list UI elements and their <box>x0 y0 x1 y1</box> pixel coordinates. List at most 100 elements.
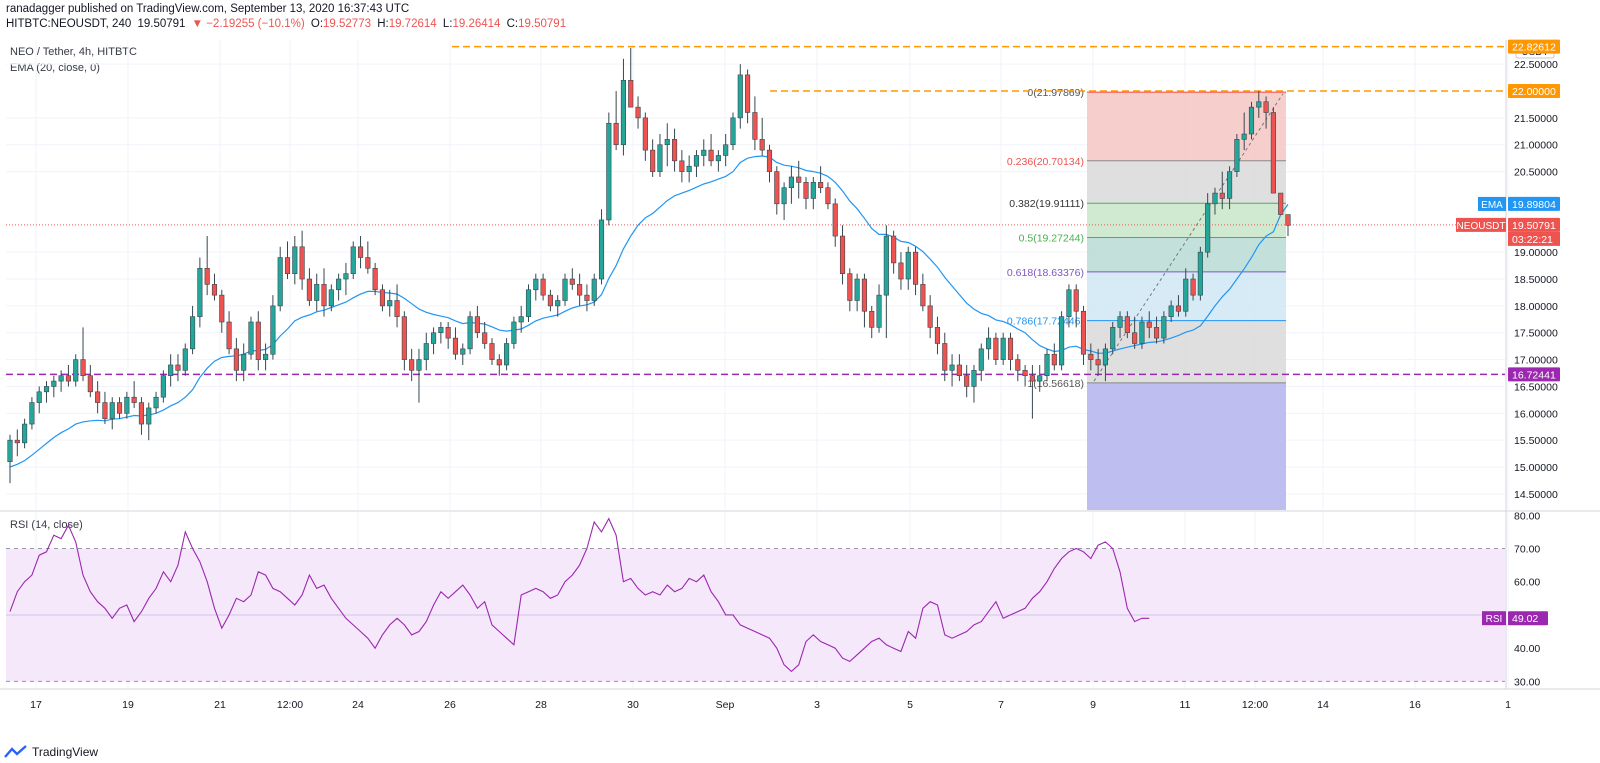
candle[interactable] <box>379 284 386 312</box>
candle[interactable] <box>701 139 707 167</box>
candle[interactable] <box>190 305 196 355</box>
candle[interactable] <box>781 182 787 220</box>
candle[interactable] <box>1095 348 1101 376</box>
candle[interactable] <box>1000 332 1006 365</box>
candle[interactable] <box>839 225 846 285</box>
candle[interactable] <box>803 176 809 210</box>
candle[interactable] <box>832 198 838 247</box>
candle[interactable] <box>1205 193 1211 258</box>
candle[interactable] <box>328 284 334 312</box>
candle[interactable] <box>737 64 743 129</box>
candle[interactable] <box>664 123 670 167</box>
candle[interactable] <box>540 273 546 301</box>
candle[interactable] <box>314 273 320 312</box>
last-price-tag[interactable]: 19.50791 <box>1508 217 1560 232</box>
candle[interactable] <box>1022 364 1028 387</box>
level-price-tag[interactable]: 22.00000 <box>1508 84 1560 99</box>
ema-legend[interactable]: EMA (20, close, 0) <box>10 62 100 74</box>
candle[interactable] <box>986 327 992 360</box>
rsi-legend[interactable]: RSI (14, close) <box>10 519 83 531</box>
tradingview-footer[interactable]: TradingView <box>4 745 98 759</box>
candle[interactable] <box>511 316 517 349</box>
candle[interactable] <box>642 112 648 161</box>
candle[interactable] <box>65 364 71 387</box>
candle[interactable] <box>1175 295 1182 317</box>
candle[interactable] <box>854 273 860 312</box>
candle[interactable] <box>1146 311 1152 339</box>
level-price-tag[interactable]: 22.82612 <box>1508 39 1560 54</box>
candle[interactable] <box>730 112 736 151</box>
series-legend-title[interactable]: NEO / Tether, 4h, HITBTC <box>10 46 137 58</box>
candle[interactable] <box>1059 311 1065 371</box>
candle[interactable] <box>29 397 35 430</box>
chart-canvas[interactable]: 0(21.97869) 0.236(20.70134) 0.382(19.91111… <box>0 0 1600 740</box>
candle[interactable] <box>87 364 93 398</box>
candle[interactable] <box>109 397 115 430</box>
candle[interactable] <box>343 262 349 296</box>
candle[interactable] <box>562 273 568 306</box>
candle[interactable] <box>1037 364 1043 392</box>
candle[interactable] <box>182 343 188 376</box>
candle[interactable] <box>51 375 57 398</box>
candle[interactable] <box>796 160 802 199</box>
candle[interactable] <box>36 386 42 414</box>
candle[interactable] <box>759 117 765 156</box>
candle[interactable] <box>657 134 663 177</box>
candle[interactable] <box>1263 96 1269 129</box>
candle[interactable] <box>635 96 641 129</box>
candle[interactable] <box>43 381 50 403</box>
candle[interactable] <box>788 166 794 204</box>
candle[interactable] <box>270 295 276 360</box>
candle[interactable] <box>518 305 524 333</box>
candle[interactable] <box>160 370 166 403</box>
candle[interactable] <box>423 332 429 371</box>
candle[interactable] <box>1051 343 1057 371</box>
candle[interactable] <box>496 354 502 376</box>
candle[interactable] <box>525 284 532 322</box>
candle[interactable] <box>891 230 897 274</box>
candle[interactable] <box>1080 305 1087 365</box>
candle[interactable] <box>387 289 393 317</box>
ema-value-tag[interactable]: 19.89804 <box>1508 196 1560 211</box>
candle[interactable] <box>1285 214 1291 237</box>
candle[interactable] <box>671 128 678 172</box>
candle[interactable] <box>1088 343 1094 371</box>
candle[interactable] <box>336 273 342 301</box>
candle[interactable] <box>869 305 875 339</box>
candle[interactable] <box>1270 107 1276 194</box>
candle[interactable] <box>584 284 590 312</box>
candle[interactable] <box>292 236 298 285</box>
candle[interactable] <box>569 268 575 290</box>
candle[interactable] <box>1110 322 1116 355</box>
candle[interactable] <box>723 134 729 167</box>
candle[interactable] <box>1227 166 1233 210</box>
rsi-value-tag[interactable]: 49.02 <box>1508 611 1548 626</box>
candle[interactable] <box>277 246 283 312</box>
candle[interactable] <box>956 354 962 382</box>
candle[interactable] <box>708 134 714 167</box>
candle[interactable] <box>1153 316 1160 344</box>
candle[interactable] <box>613 91 619 151</box>
candle[interactable] <box>598 209 605 285</box>
candle[interactable] <box>197 257 203 328</box>
candle[interactable] <box>138 397 145 435</box>
candle[interactable] <box>80 327 86 382</box>
candle[interactable] <box>452 327 459 360</box>
candle[interactable] <box>263 343 269 371</box>
candle[interactable] <box>606 112 612 226</box>
candle[interactable] <box>1168 300 1174 322</box>
candle[interactable] <box>942 332 948 382</box>
candle[interactable] <box>1248 101 1255 140</box>
candle[interactable] <box>825 182 831 210</box>
candle[interactable] <box>1044 348 1050 382</box>
candle[interactable] <box>693 150 700 177</box>
candle[interactable] <box>547 289 553 312</box>
candle[interactable] <box>73 354 79 387</box>
candle[interactable] <box>489 338 495 365</box>
candle[interactable] <box>927 295 933 339</box>
candle[interactable] <box>715 150 721 172</box>
candle[interactable] <box>416 348 422 403</box>
candle[interactable] <box>628 48 634 108</box>
candle[interactable] <box>905 246 911 290</box>
candle[interactable] <box>883 225 889 339</box>
